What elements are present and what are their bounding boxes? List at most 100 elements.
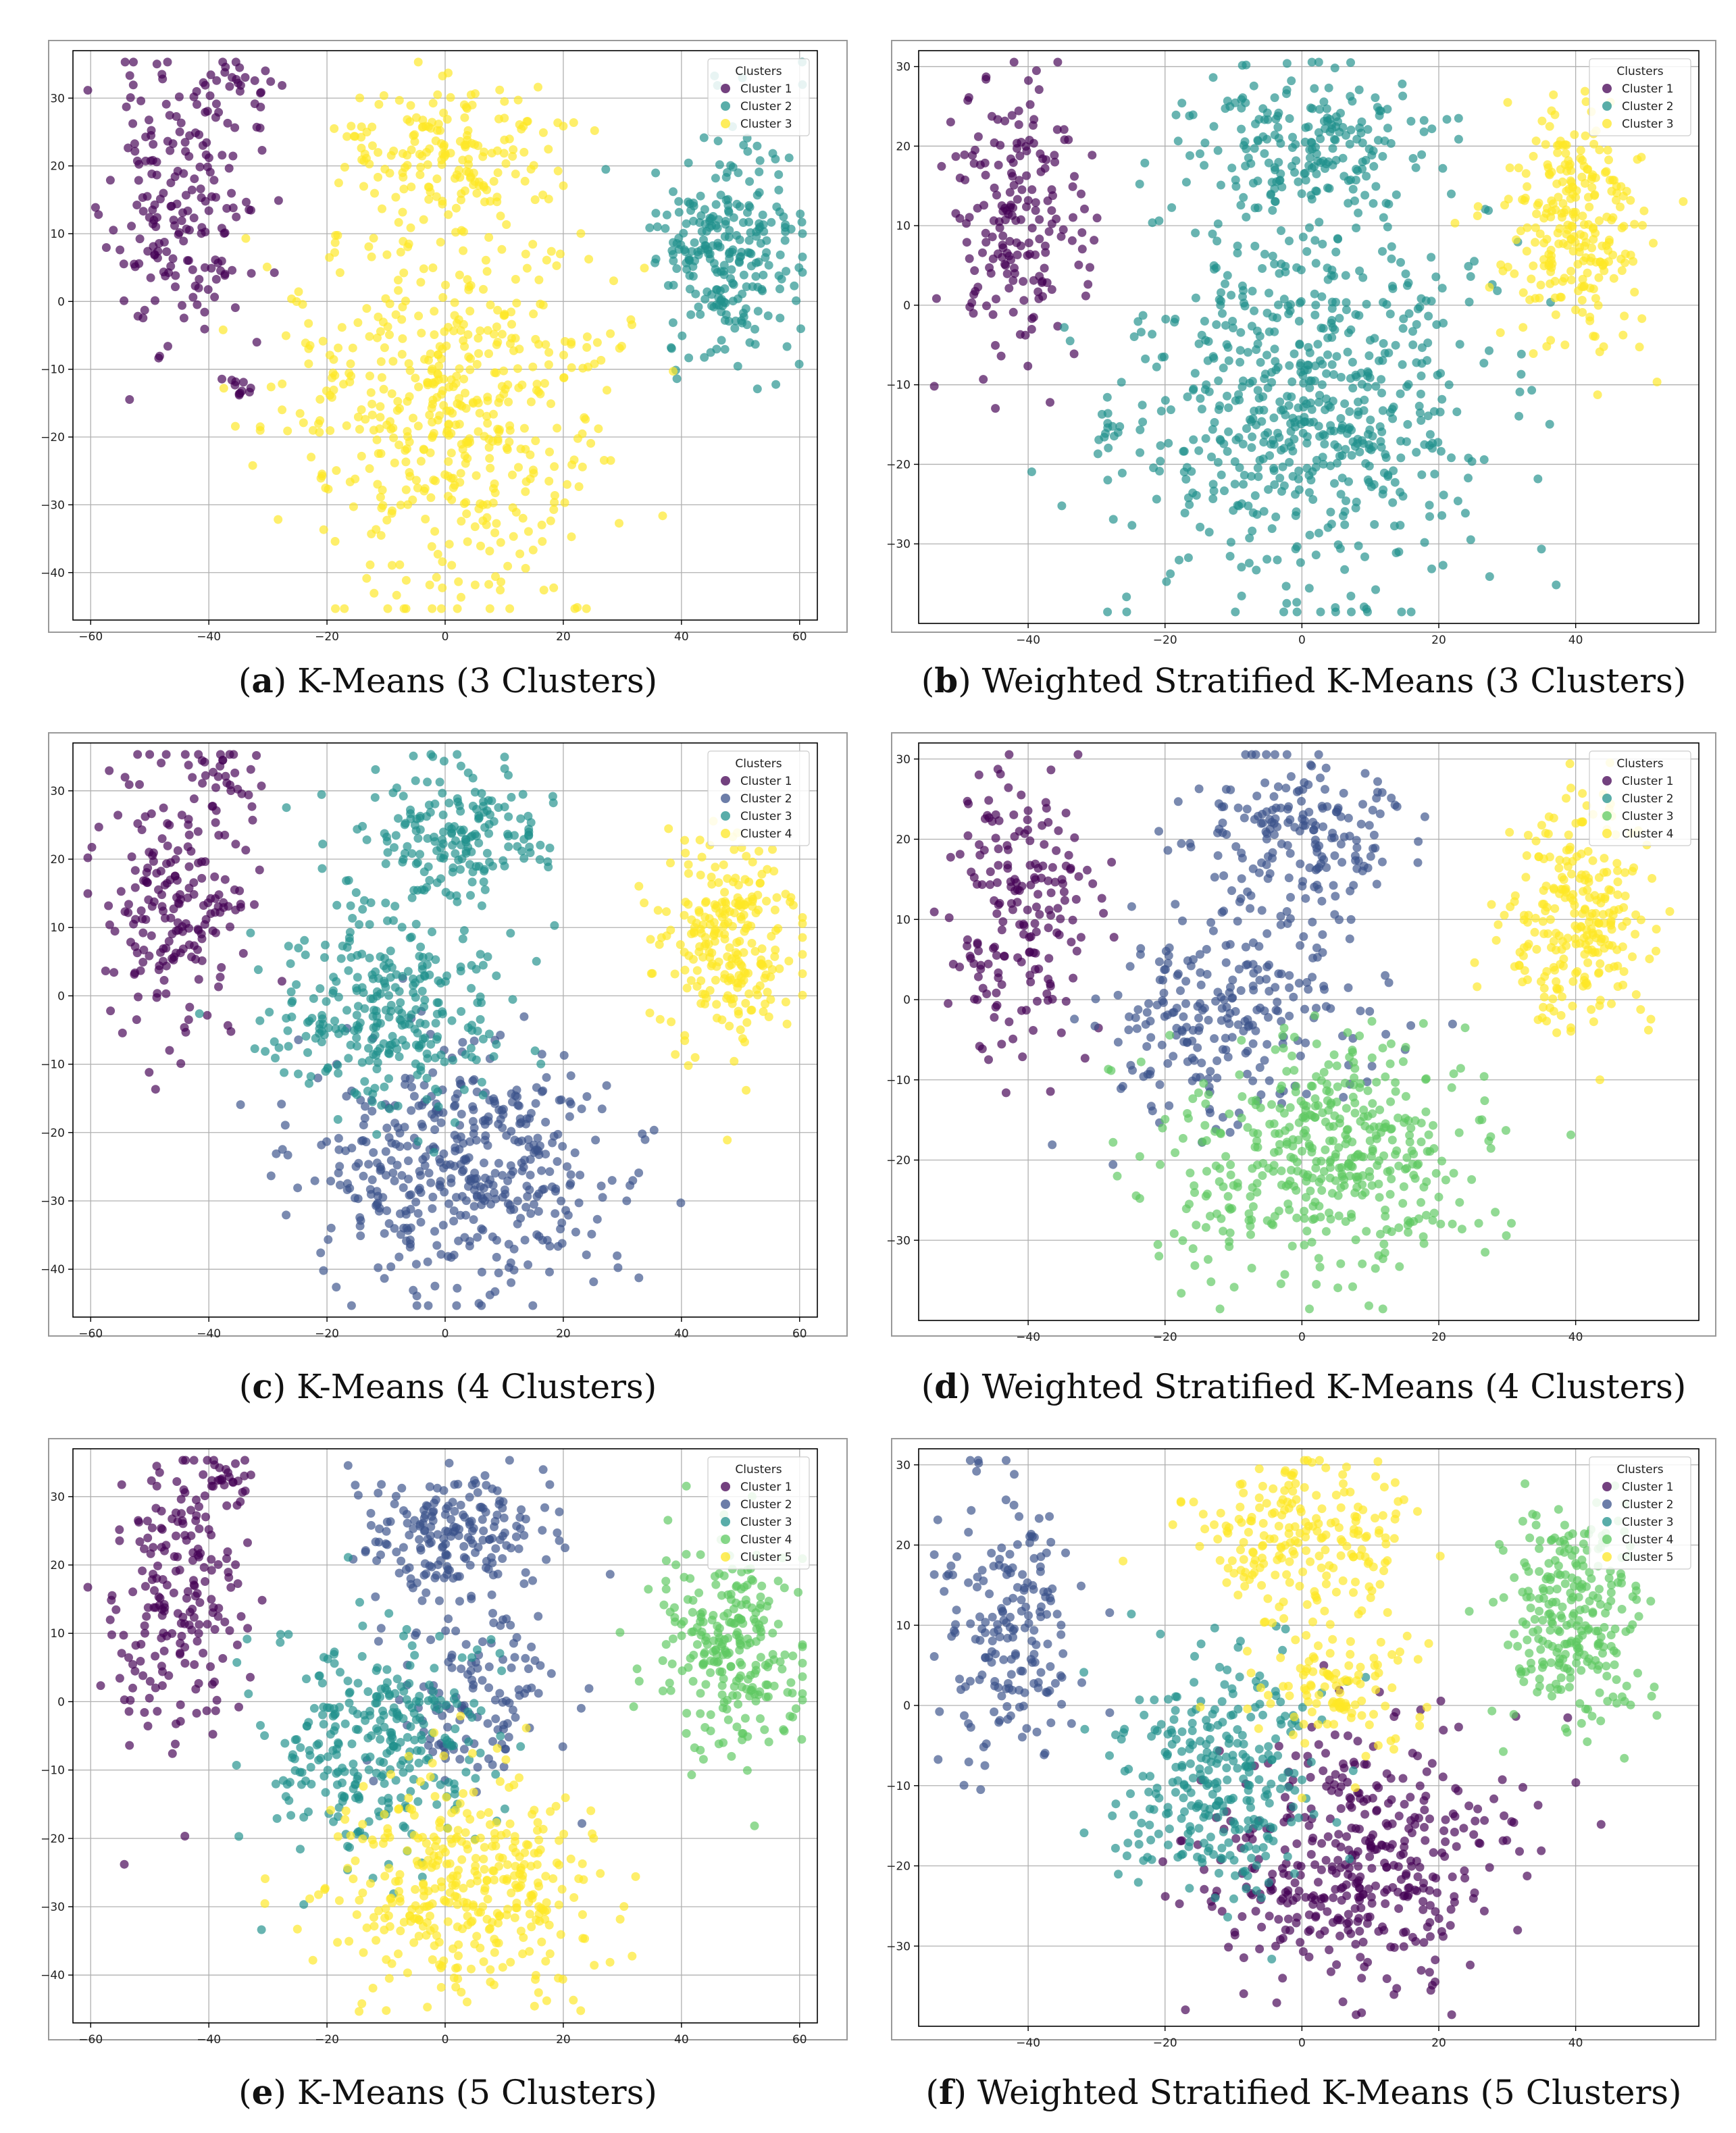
scatter-point	[565, 1112, 574, 1121]
scatter-point	[1380, 136, 1389, 146]
scatter-point	[419, 1081, 429, 1090]
scatter-point	[1240, 813, 1249, 823]
scatter-point	[463, 131, 471, 140]
scatter-point	[1247, 417, 1256, 426]
scatter-point	[1322, 104, 1331, 113]
scatter-point	[706, 348, 715, 357]
scatter-point	[1318, 930, 1327, 940]
scatter-point	[257, 146, 267, 155]
scatter-point	[438, 1220, 448, 1230]
scatter-point	[1396, 453, 1406, 463]
scatter-point	[1294, 177, 1303, 186]
scatter-point	[336, 1181, 344, 1189]
scatter-point	[197, 857, 206, 867]
scatter-point	[501, 159, 511, 168]
scatter-point	[444, 492, 453, 501]
scatter-point	[1230, 457, 1240, 466]
scatter-point	[1019, 277, 1028, 286]
scatter-point	[1371, 382, 1381, 391]
scatter-point	[334, 1029, 343, 1038]
scatter-point	[1571, 213, 1580, 222]
scatter-point	[1190, 1261, 1200, 1270]
scatter-point	[218, 151, 227, 160]
scatter-point	[1226, 1171, 1235, 1179]
scatter-point	[129, 57, 138, 67]
scatter-point	[188, 773, 197, 782]
scatter-point	[341, 1146, 351, 1156]
scatter-point	[1317, 896, 1327, 906]
scatter-point	[1240, 301, 1250, 311]
scatter-point	[1562, 166, 1571, 176]
scatter-point	[1442, 115, 1452, 124]
scatter-point	[1090, 1021, 1100, 1031]
scatter-point	[1225, 940, 1235, 949]
scatter-point	[1194, 1088, 1203, 1098]
scatter-point	[1099, 908, 1108, 918]
scatter-point	[311, 1033, 320, 1043]
scatter-point	[394, 987, 404, 996]
scatter-point	[640, 263, 649, 273]
scatter-point	[781, 998, 790, 1006]
scatter-point	[757, 955, 766, 965]
scatter-point	[755, 846, 763, 856]
scatter-point	[1231, 182, 1241, 191]
scatter-point	[1311, 1164, 1321, 1173]
scatter-point	[753, 990, 763, 1000]
scatter-point	[559, 373, 569, 382]
scatter-point	[1321, 1227, 1331, 1236]
scatter-point	[382, 1123, 392, 1133]
scatter-point	[491, 572, 500, 582]
scatter-point	[1566, 267, 1576, 276]
scatter-point	[1091, 994, 1100, 1004]
scatter-point	[723, 1135, 732, 1145]
scatter-point	[1545, 122, 1554, 131]
scatter-point	[587, 1229, 596, 1239]
scatter-point	[1009, 307, 1018, 317]
scatter-point	[1348, 1046, 1357, 1055]
scatter-point	[389, 433, 399, 442]
scatter-point	[1044, 876, 1053, 885]
scatter-point	[294, 1035, 303, 1044]
scatter-point	[471, 89, 480, 99]
scatter-point	[1250, 491, 1260, 500]
scatter-point	[1264, 158, 1273, 168]
scatter-point	[477, 789, 486, 798]
scatter-point	[709, 929, 719, 939]
scatter-point	[1236, 328, 1246, 337]
scatter-point	[1321, 164, 1329, 173]
scatter-point	[1473, 211, 1482, 220]
scatter-point	[598, 1193, 607, 1202]
scatter-point	[394, 96, 404, 105]
scatter-point	[221, 62, 230, 72]
scatter-point	[1221, 1152, 1231, 1161]
scatter-point	[555, 249, 565, 259]
scatter-point	[1464, 261, 1473, 271]
scatter-point	[407, 1082, 416, 1091]
scatter-point	[1156, 407, 1166, 416]
scatter-point	[967, 298, 977, 307]
scatter-point	[1406, 1021, 1416, 1030]
scatter-point	[425, 410, 434, 419]
scatter-point	[1211, 996, 1221, 1006]
scatter-point	[1398, 91, 1408, 101]
scatter-point	[401, 819, 410, 828]
panel-caption: (a) K-Means (3 Clusters)	[238, 661, 657, 700]
scatter-point	[538, 128, 548, 137]
scatter-point	[1237, 563, 1246, 572]
scatter-point	[517, 124, 526, 134]
scatter-point	[1330, 440, 1339, 449]
scatter-point	[1171, 110, 1181, 120]
scatter-point	[1507, 1218, 1516, 1228]
scatter-point	[1413, 304, 1423, 313]
scatter-point	[1595, 347, 1604, 357]
scatter-point	[1217, 1004, 1227, 1013]
scatter-point	[955, 850, 965, 859]
scatter-point	[1342, 305, 1351, 315]
scatter-point	[322, 386, 331, 396]
scatter-point	[1466, 272, 1475, 281]
scatter-point	[997, 925, 1006, 935]
scatter-point	[1233, 1020, 1243, 1029]
scatter-point	[376, 413, 385, 422]
scatter-point	[1383, 222, 1392, 232]
scatter-point	[742, 1085, 751, 1095]
